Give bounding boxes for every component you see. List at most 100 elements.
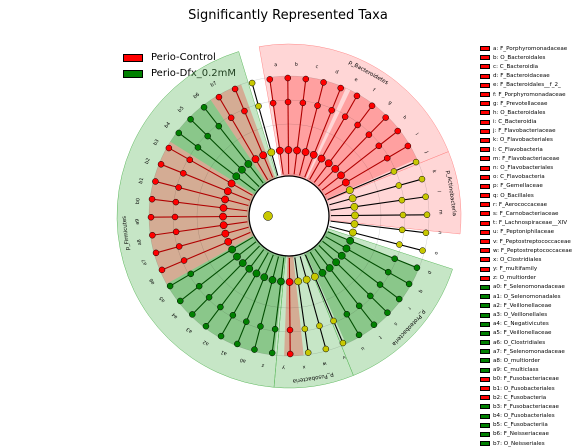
- key-row: b4: O_Fusobacteriales: [480, 412, 576, 421]
- ring-label: o: [433, 251, 439, 255]
- taxon-node: [384, 309, 391, 316]
- taxon-node: [299, 99, 307, 107]
- ring-label: g: [387, 101, 393, 107]
- taxon-node: [186, 156, 194, 164]
- key-swatch: [480, 156, 490, 162]
- key-row: u: F_Peptoniphilaceae: [480, 228, 576, 237]
- branch: [153, 180, 249, 207]
- key-swatch: [480, 202, 490, 208]
- ring-label: b2: [144, 157, 152, 165]
- taxon-node: [257, 323, 264, 330]
- key-row: b2: C_Fusobacteria: [480, 393, 576, 402]
- taxon-node: [200, 104, 208, 111]
- taxon-node: [423, 211, 431, 219]
- cladogram: a b c d e f g h i j k l m n o p q r s t u v w x y z a0 a1 a2 a3 a4 a5 a6…: [116, 43, 462, 389]
- branch: [190, 245, 260, 317]
- key-row: s: F_Carnobacteriaceae: [480, 209, 576, 218]
- key-label: a4: C_Negativicutes: [493, 321, 549, 328]
- key-label: m: F_Flavobacteriaceae: [493, 155, 560, 162]
- taxon-node: [342, 244, 351, 253]
- branch: [304, 85, 342, 178]
- taxon-node: [367, 292, 374, 300]
- taxon-node: [219, 204, 228, 212]
- taxon-node: [172, 228, 180, 236]
- taxon-node: [194, 144, 202, 151]
- key-label: b: O_Bacteroidales: [493, 54, 546, 61]
- key-row: q: O_Bacillales: [480, 191, 576, 200]
- taxon-node: [404, 142, 412, 150]
- legend-swatch-control: [123, 53, 143, 62]
- key-row: b1: O_Fusobacteriales: [480, 384, 576, 393]
- taxon-node: [355, 331, 363, 339]
- branch: [271, 257, 285, 356]
- taxon-node: [413, 264, 421, 271]
- ring-label: p: [426, 270, 432, 275]
- taxon-node: [331, 165, 340, 173]
- key-swatch: [480, 73, 490, 79]
- taxon-node: [339, 339, 347, 347]
- key-swatch: [480, 220, 490, 226]
- taxon-node: [224, 237, 233, 246]
- branch: [233, 86, 274, 178]
- taxon-node: [325, 264, 334, 272]
- key-label: a9: C_multiclass: [493, 367, 539, 374]
- key-label: r: F_Aerococcaceae: [493, 201, 548, 208]
- key-label: o: C_Flavobacteria: [493, 174, 545, 181]
- taxon-node: [332, 258, 340, 267]
- taxon-node: [375, 142, 383, 150]
- taxon-node: [355, 302, 363, 310]
- key-label: b5: C_Fusobacteriia: [493, 422, 548, 429]
- ring-label: a8: [136, 239, 143, 246]
- taxon-node: [301, 148, 310, 156]
- branch: [322, 240, 402, 301]
- key-label: l: C_Flavobacteria: [493, 146, 543, 153]
- taxon-node: [175, 184, 182, 191]
- taxon-node: [383, 154, 391, 162]
- key-label: q: O_Bacillales: [493, 192, 534, 199]
- branch: [324, 144, 410, 196]
- taxon-node: [252, 269, 261, 278]
- key-swatch: [480, 340, 490, 346]
- ring-label: v: [341, 354, 346, 360]
- branch: [318, 115, 388, 187]
- chart-title: Significantly Represented Taxa: [188, 8, 388, 23]
- key-swatch: [480, 395, 490, 401]
- key-swatch: [480, 257, 490, 263]
- taxon-node: [243, 318, 250, 325]
- key-row: b6: F_Neisseriaceae: [480, 430, 576, 439]
- taxon-node: [368, 102, 376, 110]
- ring-label: a1: [220, 349, 228, 357]
- ring-label: b3: [152, 138, 160, 146]
- ring-label: t: [377, 334, 382, 340]
- key-label: i: C_Bacteroidia: [493, 119, 537, 126]
- taxon-node: [255, 102, 262, 110]
- dfx-sector: [166, 235, 285, 356]
- taxon-node: [394, 127, 401, 135]
- taxon-node: [390, 168, 398, 175]
- taxon-node: [251, 346, 258, 353]
- taxon-node: [195, 282, 203, 290]
- key-label: z: O_multiorder: [493, 275, 537, 282]
- taxon-node: [354, 121, 361, 129]
- key-row: b7: O_Neisseriales: [480, 439, 576, 448]
- key-label: b6: F_Neisseriaceae: [493, 431, 549, 438]
- taxon-node: [227, 114, 235, 122]
- key-label: c: C_Bacteroidia: [493, 63, 539, 70]
- branch: [313, 103, 374, 183]
- taxon-node: [294, 277, 303, 286]
- taxon-node: [204, 132, 211, 140]
- taxon-node: [284, 98, 292, 106]
- key-swatch: [480, 441, 490, 447]
- ring-label: q: [417, 288, 423, 293]
- taxon-node: [267, 148, 276, 157]
- key-swatch: [480, 128, 490, 134]
- taxon-node: [260, 273, 269, 282]
- taxon-node: [275, 146, 284, 155]
- taxon-node: [302, 275, 311, 284]
- key-row: v: F_Peptostreptococcaceae: [480, 237, 576, 246]
- key-label: y: F_multifamily: [493, 266, 538, 273]
- taxon-node: [382, 114, 389, 121]
- key-label: a1: O_Selenomonadales: [493, 293, 561, 300]
- branch: [327, 231, 420, 269]
- key-label: g: F_Prevotellaceae: [493, 100, 548, 107]
